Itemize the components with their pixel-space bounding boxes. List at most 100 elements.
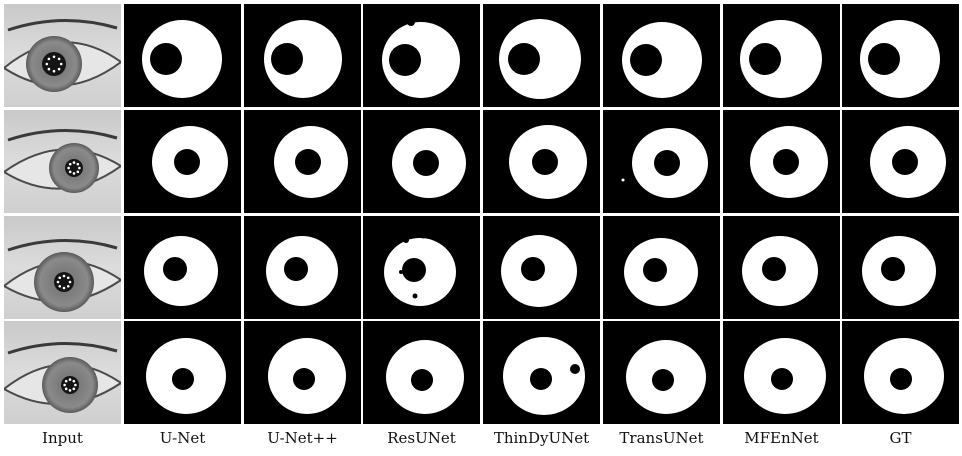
led-reflection bbox=[66, 276, 70, 280]
segmentation-mask bbox=[124, 4, 241, 107]
pupil-hole bbox=[762, 257, 786, 281]
led-reflection bbox=[72, 172, 76, 175]
led-reflection bbox=[62, 286, 66, 290]
segmentation-mask bbox=[483, 321, 600, 424]
pupil-hole bbox=[402, 258, 426, 282]
led-reflection bbox=[47, 57, 51, 61]
pupil-hole bbox=[521, 257, 545, 281]
column-label: U-Net++ bbox=[267, 429, 338, 447]
segmentation-mask bbox=[842, 110, 959, 213]
led-reflection bbox=[62, 274, 66, 278]
segmentation-mask bbox=[363, 110, 480, 213]
column-label: Input bbox=[42, 429, 83, 447]
led-reflection bbox=[45, 62, 49, 66]
pupil-hole bbox=[172, 368, 194, 390]
eyelash bbox=[7, 238, 118, 252]
segmentation-mask bbox=[363, 216, 480, 319]
segmentation-mask bbox=[363, 4, 480, 107]
led-reflection bbox=[68, 162, 72, 166]
segmentation-mask bbox=[483, 110, 600, 213]
led-reflection bbox=[58, 284, 62, 288]
eyelash bbox=[7, 128, 118, 142]
led-reflection bbox=[78, 166, 81, 170]
pupil-hole bbox=[532, 149, 558, 175]
segmentation-mask bbox=[842, 216, 959, 319]
eyelash bbox=[7, 18, 118, 32]
pupil-hole bbox=[389, 44, 421, 76]
segmentation-artifact bbox=[399, 270, 403, 274]
column-label: GT bbox=[889, 429, 912, 447]
pupil-hole bbox=[271, 43, 303, 75]
segmentation-mask bbox=[603, 216, 720, 319]
pupil-hole bbox=[771, 368, 793, 390]
segmentation-artifact bbox=[407, 18, 415, 26]
segmentation-artifact bbox=[621, 178, 625, 182]
segmentation-artifact bbox=[403, 237, 409, 243]
pupil-hole bbox=[643, 258, 667, 282]
led-reflection bbox=[59, 62, 63, 66]
column-label: MFEnNet bbox=[744, 429, 819, 447]
pupil-hole bbox=[508, 43, 540, 75]
column-label: U-Net bbox=[159, 429, 206, 447]
pupil-hole bbox=[630, 44, 662, 76]
led-reflection bbox=[63, 383, 66, 387]
pupil-hole bbox=[295, 149, 321, 175]
led-reflection bbox=[76, 162, 80, 166]
segmentation-mask bbox=[723, 321, 840, 424]
segmentation-mask bbox=[244, 110, 361, 213]
led-reflection bbox=[66, 284, 70, 288]
pupil-hole bbox=[773, 149, 799, 175]
led-reflection bbox=[67, 166, 70, 170]
led-reflection bbox=[52, 69, 56, 73]
pupil-hole bbox=[150, 43, 182, 75]
segmentation-mask bbox=[603, 321, 720, 424]
led-reflection bbox=[52, 55, 56, 59]
led-reflection bbox=[64, 387, 68, 391]
segmentation-mask bbox=[723, 110, 840, 213]
segmentation-artifact bbox=[412, 293, 418, 299]
pupil-hole bbox=[284, 257, 308, 281]
led-reflection bbox=[57, 57, 61, 61]
pupil-hole bbox=[411, 369, 433, 391]
led-reflection bbox=[47, 67, 51, 71]
pupil-hole bbox=[868, 43, 900, 75]
segmentation-mask bbox=[244, 216, 361, 319]
led-reflection bbox=[57, 67, 61, 71]
pupil-hole bbox=[892, 149, 918, 175]
led-reflection bbox=[64, 379, 68, 383]
column-label: ThinDyUNet bbox=[493, 429, 590, 447]
led-reflection bbox=[68, 170, 72, 174]
led-reflection bbox=[58, 276, 62, 280]
eyelash bbox=[7, 341, 118, 355]
pupil-hole bbox=[174, 149, 200, 175]
segmentation-mask bbox=[842, 321, 959, 424]
input-eye-image bbox=[4, 110, 121, 213]
led-reflection bbox=[68, 280, 72, 284]
pupil-hole bbox=[163, 257, 187, 281]
pupil-hole bbox=[293, 368, 315, 390]
led-reflection bbox=[56, 280, 60, 284]
segmentation-mask bbox=[723, 4, 840, 107]
led-reflection bbox=[68, 378, 72, 381]
segmentation-mask bbox=[124, 216, 241, 319]
segmentation-mask bbox=[363, 321, 480, 424]
input-eye-image bbox=[4, 216, 121, 319]
segmentation-artifact bbox=[701, 371, 705, 381]
led-reflection bbox=[72, 379, 76, 383]
segmentation-mask bbox=[603, 4, 720, 107]
segmentation-mask bbox=[483, 216, 600, 319]
segmentation-mask bbox=[483, 4, 600, 107]
segmentation-mask bbox=[124, 321, 241, 424]
segmentation-artifact bbox=[420, 233, 426, 239]
led-reflection bbox=[68, 389, 72, 392]
led-reflection bbox=[72, 387, 76, 391]
segmentation-mask bbox=[244, 4, 361, 107]
pupil-hole bbox=[881, 257, 905, 281]
pupil-hole bbox=[652, 369, 674, 391]
segmentation-mask bbox=[723, 216, 840, 319]
segmentation-artifact bbox=[570, 364, 580, 374]
column-label: TransUNet bbox=[619, 429, 704, 447]
led-reflection bbox=[76, 170, 80, 174]
segmentation-artifact bbox=[433, 236, 437, 240]
